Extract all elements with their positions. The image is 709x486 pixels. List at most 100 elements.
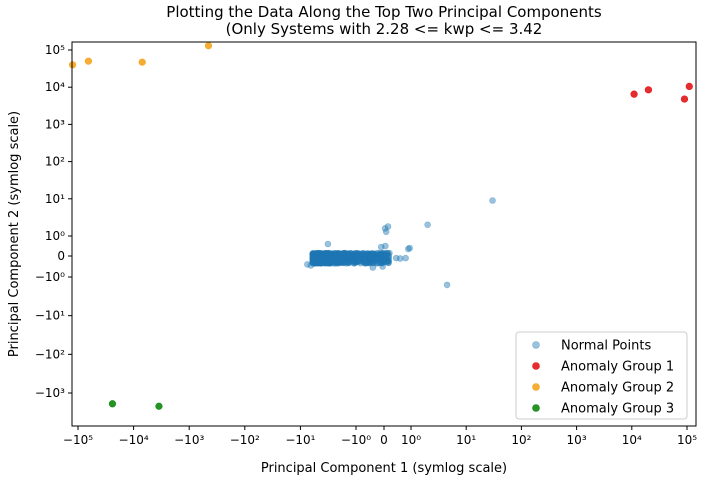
normal-point [320, 254, 328, 262]
normal-point [318, 254, 325, 261]
normal-point [357, 250, 364, 258]
normal-point [378, 254, 386, 261]
normal-point [327, 254, 334, 261]
normal-point [338, 251, 345, 259]
normal-point [327, 250, 334, 257]
normal-point [310, 258, 317, 265]
normal-point [332, 251, 340, 259]
normal-point [322, 258, 329, 266]
normal-point [323, 256, 331, 264]
normal-point [317, 259, 325, 267]
normal-point [338, 259, 346, 267]
normal-point [328, 255, 336, 262]
normal-point [321, 257, 329, 265]
normal-point [339, 255, 346, 263]
normal-point [361, 258, 369, 265]
normal-point [329, 255, 337, 263]
normal-point [316, 257, 324, 265]
normal-point [322, 259, 330, 266]
normal-point [358, 256, 365, 264]
normal-point [319, 253, 327, 260]
normal-point [315, 256, 323, 263]
normal-point [357, 252, 365, 260]
normal-point [340, 259, 348, 266]
normal-point [320, 256, 327, 264]
normal-point [340, 254, 348, 261]
normal-point [312, 259, 320, 266]
normal-point [315, 259, 322, 267]
normal-point [314, 257, 321, 265]
normal-point [378, 249, 386, 257]
normal-point [335, 252, 343, 260]
normal-point [337, 255, 344, 263]
normal-point [318, 254, 326, 262]
normal-point [316, 259, 323, 267]
normal-point [382, 242, 389, 250]
normal-point [351, 258, 359, 266]
normal-point [343, 254, 350, 262]
normal-point [310, 251, 318, 259]
normal-point [313, 259, 321, 266]
normal-point [378, 250, 386, 258]
normal-point [326, 250, 334, 258]
normal-point [362, 250, 369, 258]
normal-point [331, 256, 339, 263]
normal-point [355, 255, 362, 263]
normal-point [314, 256, 322, 263]
normal-point [340, 251, 348, 259]
normal-point [316, 253, 324, 261]
normal-point [322, 251, 330, 259]
normal-point [362, 256, 369, 264]
normal-point [323, 250, 331, 258]
normal-point [317, 251, 325, 258]
normal-point [374, 249, 381, 257]
normal-point [317, 254, 324, 262]
normal-point [347, 254, 355, 261]
normal-point [364, 254, 371, 261]
normal-point [319, 253, 327, 261]
normal-point [316, 250, 323, 258]
normal-point [314, 257, 321, 265]
normal-point [382, 256, 389, 264]
legend-marker [532, 404, 540, 412]
normal-point [323, 258, 331, 266]
normal-point [406, 244, 413, 252]
normal-point [333, 252, 341, 260]
normal-point [383, 249, 391, 257]
x-tick-label: −10⁴ [119, 433, 149, 447]
normal-point [347, 252, 355, 259]
normal-point [310, 258, 317, 266]
normal-point [331, 253, 338, 260]
normal-point [310, 257, 318, 264]
normal-point [382, 258, 390, 266]
normal-point [334, 253, 342, 261]
normal-point [381, 256, 389, 264]
normal-point [330, 252, 338, 260]
normal-point [321, 251, 329, 259]
normal-point [327, 253, 335, 261]
normal-point [367, 253, 374, 261]
normal-point [313, 250, 320, 258]
normal-point [326, 254, 334, 261]
normal-point [321, 259, 329, 267]
normal-point [323, 253, 331, 260]
normal-point [312, 257, 319, 265]
normal-point [337, 258, 344, 266]
normal-point [310, 254, 318, 261]
normal-point [341, 257, 349, 264]
normal-point [323, 251, 331, 258]
normal-point [338, 251, 345, 259]
normal-point [382, 253, 390, 260]
normal-point [322, 258, 329, 266]
normal-point [327, 256, 334, 264]
anomaly-group-2-point [69, 61, 77, 69]
normal-point [321, 257, 329, 265]
normal-point [324, 240, 332, 248]
normal-point [325, 260, 332, 267]
normal-point [370, 256, 377, 263]
normal-point [313, 256, 320, 264]
normal-point [312, 255, 320, 263]
normal-point [311, 259, 319, 267]
normal-point [372, 251, 380, 259]
